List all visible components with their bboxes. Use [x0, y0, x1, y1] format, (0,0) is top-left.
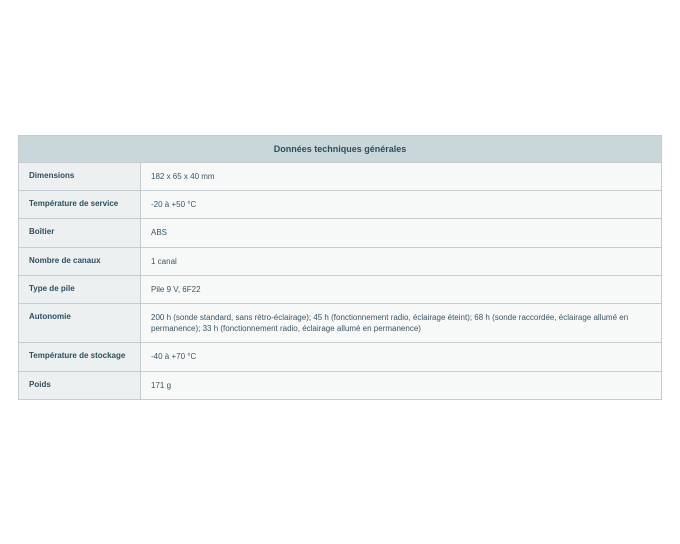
spec-value: 182 x 65 x 40 mm	[141, 163, 662, 191]
spec-label: Boîtier	[19, 219, 141, 247]
table-row: Température de service -20 à +50 °C	[19, 191, 662, 219]
spec-value: -40 à +70 °C	[141, 343, 662, 371]
spec-label: Type de pile	[19, 275, 141, 303]
spec-value: -20 à +50 °C	[141, 191, 662, 219]
spec-value: Pile 9 V, 6F22	[141, 275, 662, 303]
table-row: Température de stockage -40 à +70 °C	[19, 343, 662, 371]
technical-specs-table: Données techniques générales Dimensions …	[18, 135, 662, 400]
spec-value: 171 g	[141, 371, 662, 399]
table-row: Poids 171 g	[19, 371, 662, 399]
table-row: Type de pile Pile 9 V, 6F22	[19, 275, 662, 303]
spec-label: Dimensions	[19, 163, 141, 191]
table-row: Dimensions 182 x 65 x 40 mm	[19, 163, 662, 191]
table-row: Nombre de canaux 1 canal	[19, 247, 662, 275]
spec-value: 1 canal	[141, 247, 662, 275]
spec-value: ABS	[141, 219, 662, 247]
spec-label: Température de service	[19, 191, 141, 219]
spec-label: Nombre de canaux	[19, 247, 141, 275]
spec-value: 200 h (sonde standard, sans rétro-éclair…	[141, 303, 662, 342]
table-title: Données techniques générales	[19, 136, 662, 163]
table-row: Boîtier ABS	[19, 219, 662, 247]
spec-label: Température de stockage	[19, 343, 141, 371]
table-row: Autonomie 200 h (sonde standard, sans ré…	[19, 303, 662, 342]
spec-label: Autonomie	[19, 303, 141, 342]
table-title-row: Données techniques générales	[19, 136, 662, 163]
spec-label: Poids	[19, 371, 141, 399]
